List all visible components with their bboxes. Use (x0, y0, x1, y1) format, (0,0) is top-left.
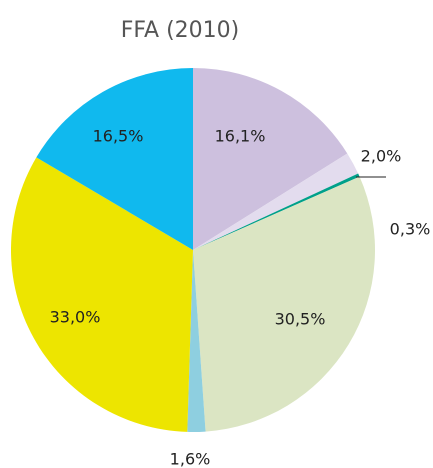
data-label: 16,5% (93, 127, 144, 146)
pie-slice (36, 68, 193, 250)
pie-slice (187, 250, 206, 432)
pie-slice (193, 176, 375, 432)
data-label: 0,3% (390, 220, 431, 239)
chart-title: FFA (2010) (121, 18, 240, 43)
pie-slice (10, 157, 193, 432)
pie-slice (193, 153, 359, 250)
pie-slice (193, 173, 360, 250)
pie-slice (193, 68, 348, 250)
data-label: 33,0% (50, 308, 101, 327)
data-label: 30,5% (275, 310, 326, 329)
data-label: 16,1% (215, 127, 266, 146)
data-label: 1,6% (170, 450, 211, 468)
data-label: 2,0% (361, 147, 402, 166)
